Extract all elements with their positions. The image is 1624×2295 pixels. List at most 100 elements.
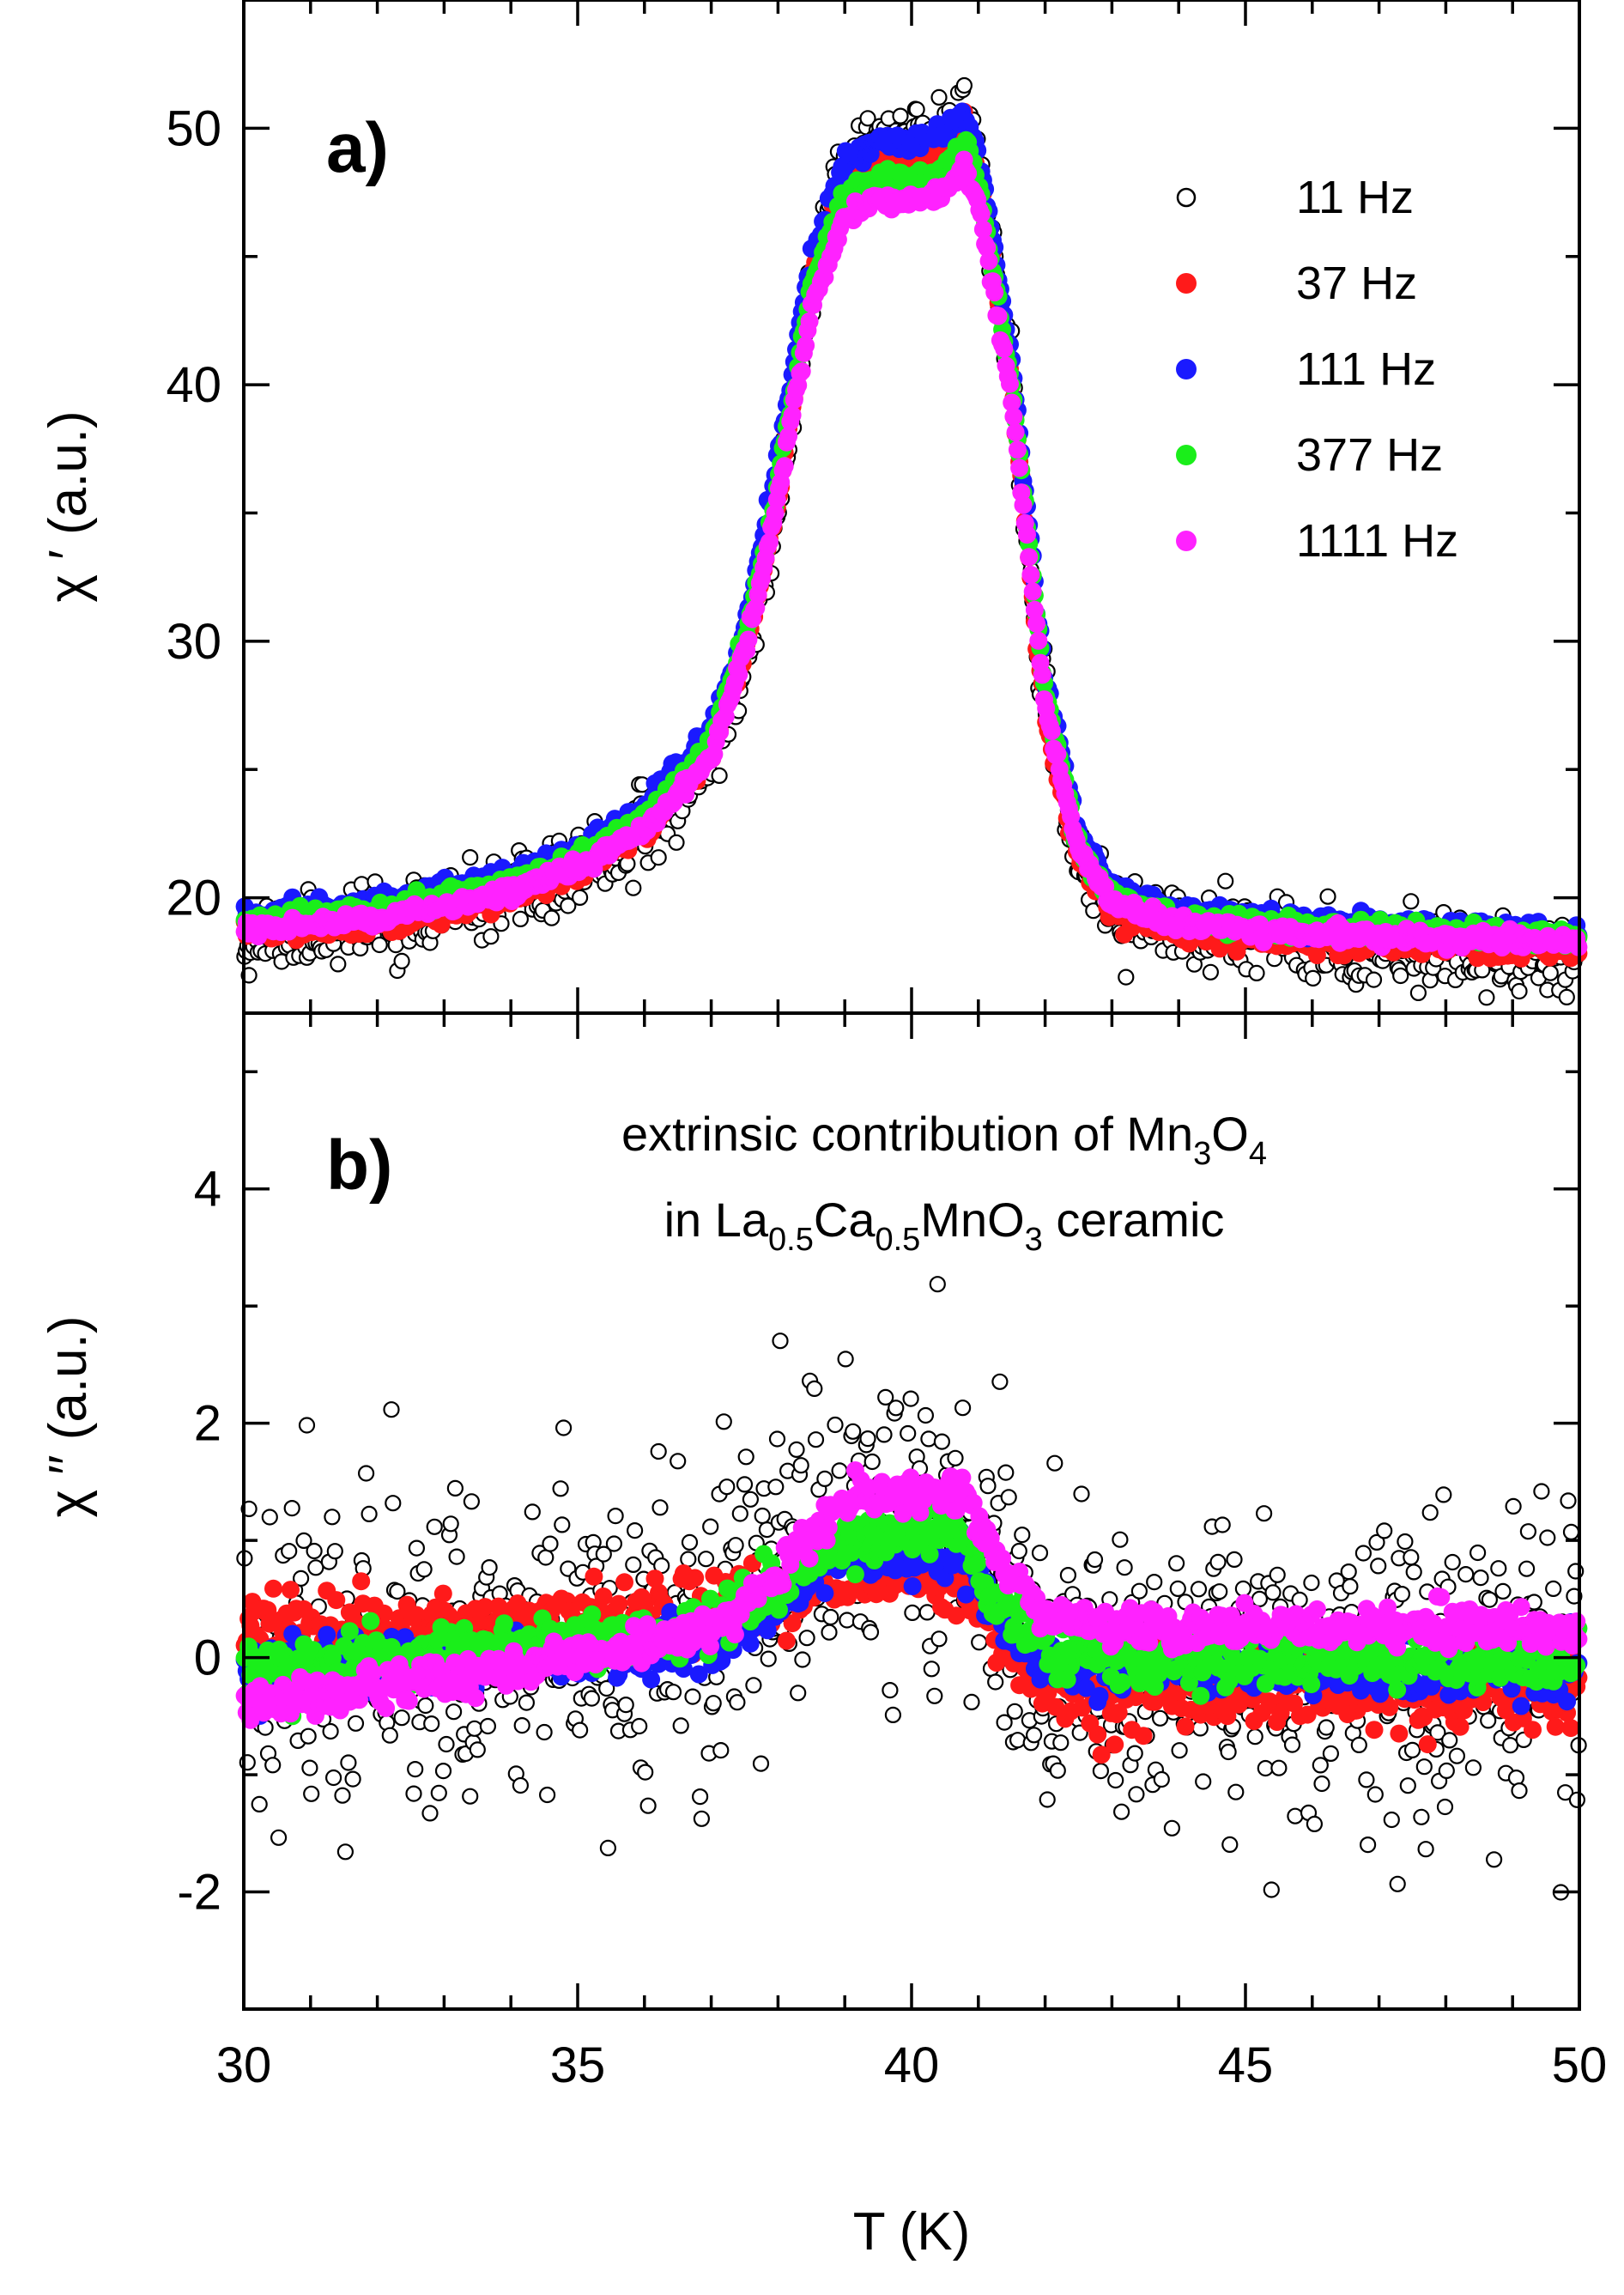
data-point <box>1421 1504 1439 1521</box>
data-point <box>1167 1555 1185 1572</box>
data-point <box>1291 1591 1308 1609</box>
data-point <box>790 1685 807 1702</box>
data-point <box>1033 665 1051 684</box>
data-point <box>536 1723 553 1741</box>
data-point <box>542 1535 559 1552</box>
data-point <box>1130 1582 1148 1600</box>
data-point <box>303 1785 320 1802</box>
data-point <box>1195 1773 1212 1790</box>
data-point <box>822 1608 839 1626</box>
data-point <box>1112 1531 1129 1548</box>
data-point <box>479 1717 497 1735</box>
data-point <box>955 76 973 94</box>
data-point <box>340 1754 357 1771</box>
data-point <box>518 1694 536 1711</box>
data-point <box>625 879 642 896</box>
legend-marker <box>1176 273 1197 294</box>
data-point <box>859 1430 876 1448</box>
data-point <box>788 1441 805 1459</box>
data-point <box>1313 1775 1330 1793</box>
data-point <box>1126 1745 1143 1762</box>
data-point <box>947 1449 964 1466</box>
data-point <box>859 110 876 127</box>
data-point <box>1469 1544 1487 1562</box>
data-point <box>1539 1529 1556 1546</box>
data-point <box>1001 374 1019 393</box>
data-point <box>930 1630 948 1648</box>
data-point <box>617 1696 634 1714</box>
data-point <box>827 1416 844 1434</box>
data-point <box>884 1706 902 1724</box>
data-point <box>739 630 758 649</box>
data-point <box>1009 1732 1027 1749</box>
data-point <box>715 1413 732 1430</box>
data-point <box>800 312 819 331</box>
data-point <box>1151 1709 1169 1727</box>
data-point <box>1481 1591 1499 1608</box>
data-point <box>1399 1777 1416 1794</box>
data-point <box>684 1688 701 1705</box>
data-point <box>1025 1727 1043 1744</box>
data-point <box>892 107 909 124</box>
data-point <box>845 1423 862 1440</box>
data-point <box>1006 1703 1023 1720</box>
data-point <box>837 1351 854 1368</box>
data-point <box>1322 1745 1340 1763</box>
data-point <box>1010 1542 1027 1560</box>
data-point <box>954 1399 972 1417</box>
data-point <box>933 1433 951 1450</box>
data-point <box>300 1727 317 1745</box>
data-point <box>524 1503 541 1521</box>
data-point <box>991 1373 1009 1390</box>
panel-b-data <box>235 1276 1588 1901</box>
data-point <box>1392 967 1409 985</box>
data-point <box>752 1755 770 1772</box>
data-point <box>433 1584 452 1603</box>
data-point <box>264 1757 282 1774</box>
data-point <box>352 1572 371 1591</box>
data-point <box>538 1786 556 1804</box>
data-point <box>672 1717 689 1734</box>
data-point <box>537 1549 554 1566</box>
data-point <box>1264 1584 1282 1601</box>
data-point <box>1048 744 1067 763</box>
data-point <box>393 952 410 970</box>
data-point <box>605 1535 623 1552</box>
data-point <box>631 1717 648 1735</box>
data-point <box>1128 1786 1145 1803</box>
panel-a-label: a) <box>326 109 389 187</box>
data-point <box>1441 1732 1458 1749</box>
data-point <box>1287 1807 1304 1824</box>
data-point <box>1020 548 1039 567</box>
data-point <box>995 339 1014 358</box>
data-point <box>270 1829 288 1846</box>
data-point <box>1413 1808 1430 1825</box>
data-point <box>1092 1763 1110 1780</box>
data-point <box>816 1470 833 1488</box>
data-point <box>438 1735 455 1753</box>
data-point <box>1366 1786 1384 1803</box>
data-point <box>902 1390 919 1407</box>
legend-label: 1111 Hz <box>1296 515 1458 567</box>
data-point <box>987 1673 1004 1691</box>
data-point <box>334 1787 351 1804</box>
legend-label: 37 Hz <box>1296 258 1417 309</box>
data-point <box>264 1579 282 1598</box>
data-point <box>1042 721 1061 740</box>
legend-marker <box>1176 359 1197 379</box>
data-point <box>772 1333 789 1350</box>
legend-marker <box>1176 531 1197 551</box>
legend-label: 111 Hz <box>1296 343 1436 395</box>
data-point <box>1383 1811 1400 1829</box>
data-point <box>306 1542 323 1560</box>
data-point <box>1190 1581 1208 1598</box>
legend-marker <box>1176 187 1197 208</box>
data-point <box>1153 1770 1170 1788</box>
data-point <box>1305 969 1322 987</box>
data-point <box>1226 1551 1243 1569</box>
data-point <box>615 1573 633 1592</box>
data-point <box>1163 1819 1181 1837</box>
data-point <box>361 1505 378 1523</box>
